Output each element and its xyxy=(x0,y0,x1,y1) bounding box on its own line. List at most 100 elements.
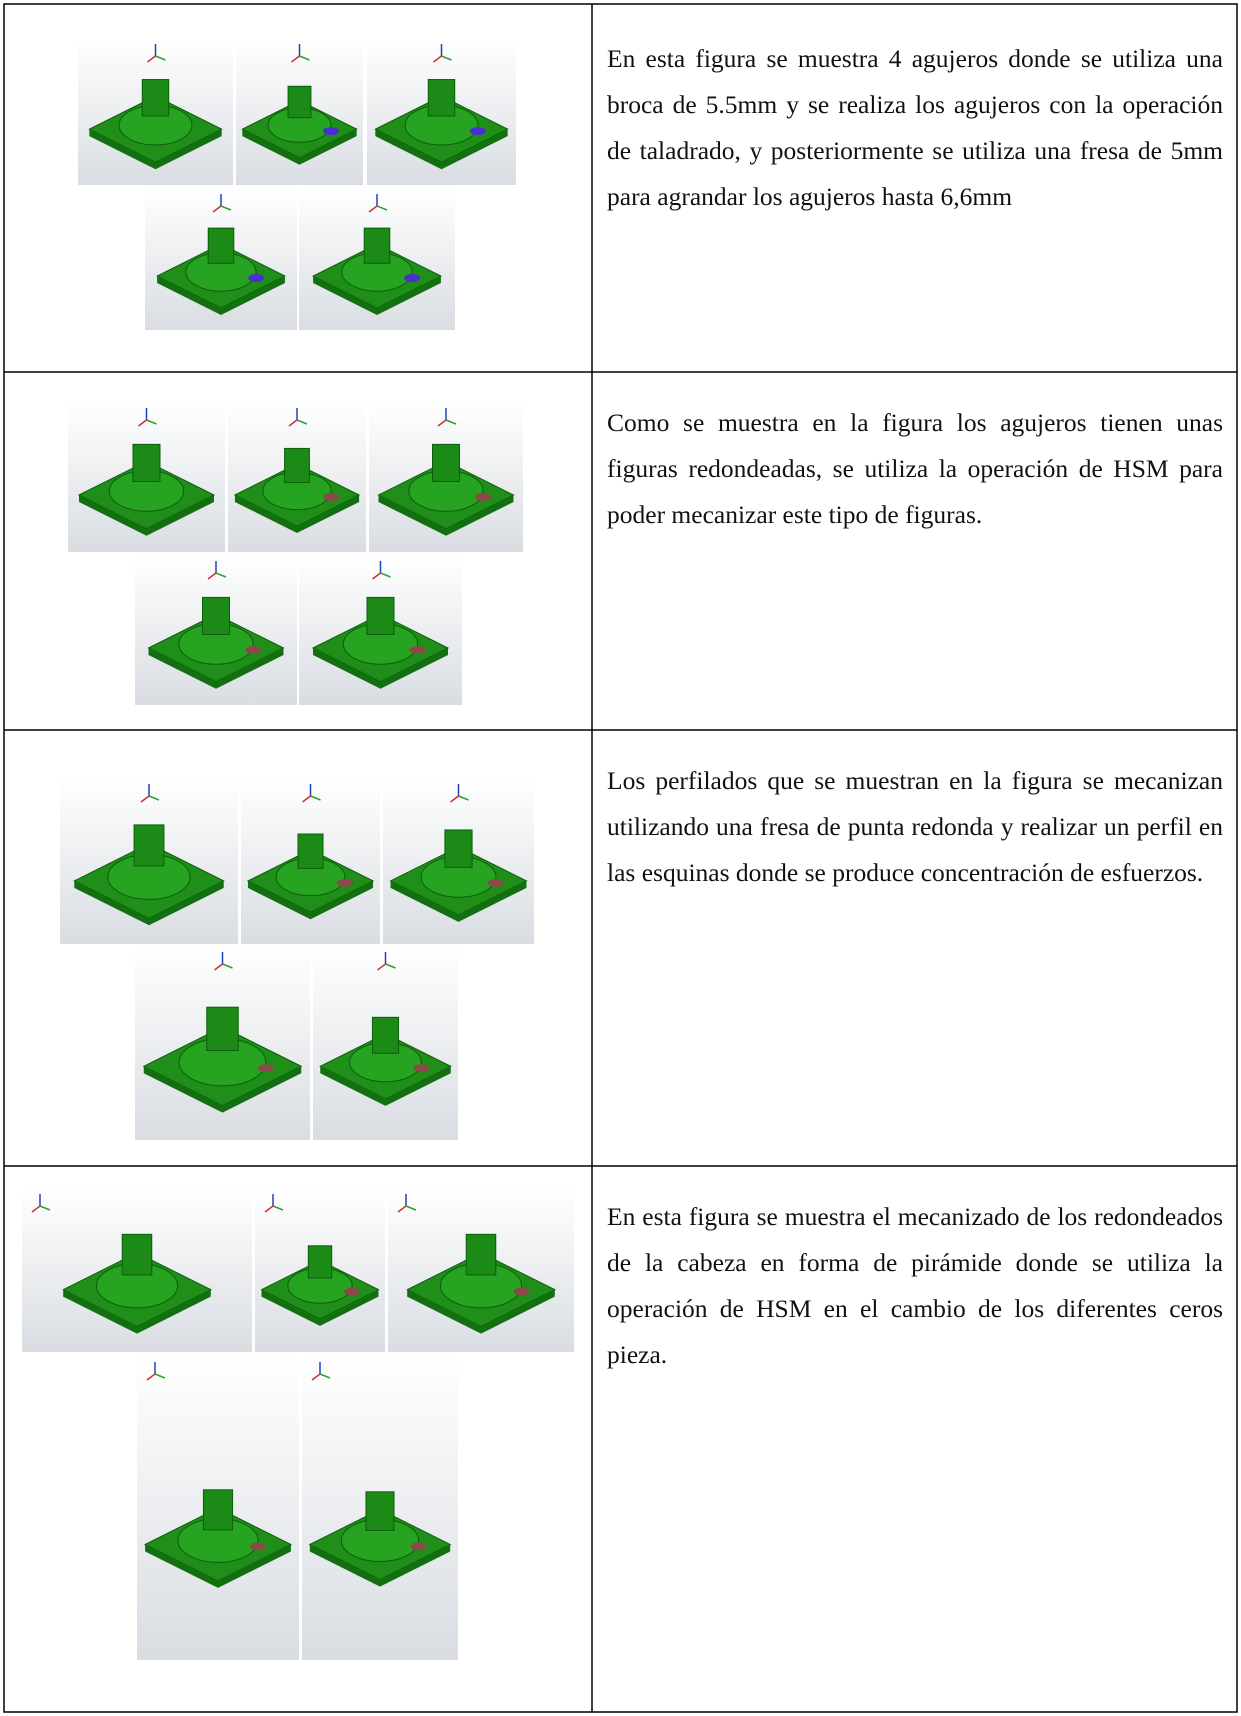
part-head xyxy=(297,833,324,869)
machined-feature xyxy=(487,878,504,887)
part-head xyxy=(284,447,310,484)
axis xyxy=(310,795,321,801)
cad-render xyxy=(299,555,462,705)
machined-feature xyxy=(513,1287,530,1296)
machined-feature xyxy=(469,127,486,136)
axis xyxy=(288,419,298,427)
part-side xyxy=(79,495,214,536)
axis xyxy=(385,963,396,969)
cad-render xyxy=(68,402,225,552)
part-head xyxy=(366,596,395,635)
cad-render xyxy=(241,778,380,944)
machined-feature xyxy=(475,493,492,501)
cad-render xyxy=(255,1188,385,1352)
axis xyxy=(39,1205,51,1211)
part-head xyxy=(133,824,165,867)
cad-render xyxy=(135,946,310,1140)
table-borders xyxy=(3,3,1238,1713)
cad-render xyxy=(369,402,523,552)
part-side xyxy=(242,129,357,165)
cell-text: En esta figura se muestra 4 agujeros don… xyxy=(607,44,1223,211)
axis xyxy=(368,205,378,213)
axis xyxy=(450,795,459,803)
part-side xyxy=(247,880,374,920)
axis xyxy=(437,419,447,427)
part-head xyxy=(132,443,161,482)
part-side xyxy=(320,1066,451,1106)
cad-render xyxy=(22,1188,252,1352)
part-head xyxy=(432,443,460,482)
axis xyxy=(220,205,232,211)
part-side xyxy=(157,276,285,315)
axis xyxy=(212,205,222,213)
axis xyxy=(291,55,300,63)
axis xyxy=(147,55,156,63)
cad-render xyxy=(388,1188,574,1352)
cell-text: En esta figura se muestra el mecanizado … xyxy=(607,1202,1223,1369)
axis xyxy=(445,419,457,425)
axis xyxy=(433,55,442,63)
axis xyxy=(272,1205,284,1211)
axis xyxy=(377,963,386,971)
axis xyxy=(215,572,227,578)
cad-render xyxy=(236,38,363,185)
part-side xyxy=(89,129,222,170)
machined-feature xyxy=(409,646,426,654)
part-head xyxy=(365,1491,395,1531)
part-head xyxy=(206,1006,239,1052)
axis xyxy=(140,795,150,803)
axis xyxy=(405,1205,417,1211)
machined-feature xyxy=(257,1064,274,1073)
axis xyxy=(441,55,452,61)
machined-feature xyxy=(336,878,353,887)
axis xyxy=(146,419,157,425)
cad-render xyxy=(60,778,238,944)
machined-feature xyxy=(248,274,265,283)
machined-feature xyxy=(245,646,262,654)
axis xyxy=(214,963,223,971)
axis xyxy=(207,572,217,580)
part-head xyxy=(207,227,235,264)
axis xyxy=(154,1373,166,1379)
machined-feature xyxy=(344,1287,361,1296)
cell-text: Como se muestra en la figura los agujero… xyxy=(607,408,1223,529)
part-side xyxy=(378,495,514,536)
part-head xyxy=(202,596,230,635)
axis xyxy=(155,55,166,61)
machined-feature xyxy=(404,274,421,283)
machined-feature xyxy=(410,1542,427,1551)
part-side xyxy=(234,495,360,534)
part-head xyxy=(444,829,473,868)
axis xyxy=(264,1205,274,1213)
axis xyxy=(296,419,308,425)
part-head xyxy=(307,1245,333,1279)
cad-render xyxy=(78,38,233,185)
cad-render xyxy=(145,188,297,330)
part-side xyxy=(313,276,441,315)
cad-render xyxy=(137,1356,299,1660)
part-head xyxy=(427,79,456,117)
part-head xyxy=(465,1233,497,1276)
cad-render xyxy=(228,402,366,552)
axis xyxy=(146,1373,156,1381)
part-side xyxy=(375,129,508,170)
axis xyxy=(311,1373,321,1381)
axis xyxy=(302,795,311,803)
machined-feature xyxy=(413,1064,430,1073)
cad-render xyxy=(313,946,458,1140)
cad-render xyxy=(383,778,534,944)
axis xyxy=(372,572,381,580)
axis xyxy=(458,795,469,801)
part-side xyxy=(261,1289,379,1326)
axis xyxy=(148,795,160,801)
part-side xyxy=(390,880,527,922)
cad-render xyxy=(135,555,297,705)
part-head xyxy=(371,1016,400,1054)
part-head xyxy=(121,1233,153,1276)
axis xyxy=(31,1205,41,1213)
part-side xyxy=(148,648,284,689)
part-head xyxy=(202,1489,234,1531)
part-head xyxy=(287,85,312,119)
machined-feature xyxy=(322,127,339,136)
